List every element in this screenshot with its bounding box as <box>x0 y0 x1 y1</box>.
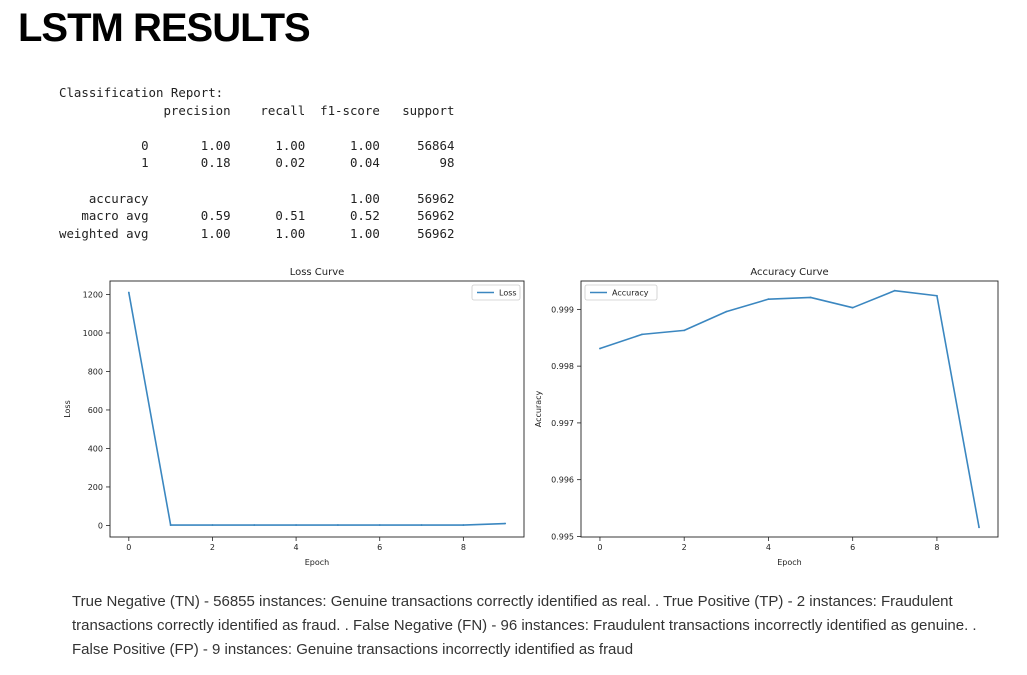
y-tick-label: 0.998 <box>551 362 574 371</box>
data-point <box>169 524 172 526</box>
data-point <box>504 522 507 525</box>
data-point <box>641 333 643 336</box>
data-point <box>767 298 770 301</box>
x-tick-label: 4 <box>766 543 771 552</box>
report-cell: 56864 <box>417 137 455 153</box>
y-tick-label: 1000 <box>83 329 103 338</box>
report-row-label: 1 <box>141 155 149 171</box>
y-axis-label: Accuracy <box>534 390 543 427</box>
data-point <box>893 289 896 292</box>
report-cell: 0.18 <box>200 155 231 171</box>
chart-title: Loss Curve <box>290 267 345 278</box>
data-point <box>462 524 465 526</box>
data-point <box>253 524 256 526</box>
report-cell: 56962 <box>417 225 455 241</box>
chart-legend: Loss <box>471 284 521 301</box>
report-cell: 1.00 <box>200 137 231 153</box>
legend-label: Loss <box>499 289 517 298</box>
report-heading: Classification Report: <box>59 85 224 100</box>
x-axis-label: Epoch <box>777 558 802 567</box>
report-cell: 1.00 <box>275 225 306 241</box>
x-tick-label: 0 <box>597 543 602 552</box>
report-cell: 0.59 <box>200 208 231 224</box>
data-point <box>211 524 214 526</box>
report-cell: 1.00 <box>349 137 380 153</box>
x-tick-label: 6 <box>377 543 382 552</box>
y-tick-label: 0 <box>98 521 103 530</box>
report-row-label: 0 <box>141 137 149 153</box>
x-tick-label: 8 <box>934 543 939 552</box>
data-point <box>725 310 728 313</box>
data-point <box>378 524 381 526</box>
data-point <box>420 524 423 526</box>
report-cell: 98 <box>439 155 455 171</box>
report-cell: 56962 <box>417 208 455 224</box>
report-column-header: recall <box>260 102 306 118</box>
x-axis-label: Epoch <box>305 558 330 567</box>
y-tick-label: 200 <box>88 483 103 492</box>
data-point <box>851 306 854 309</box>
data-point <box>936 294 938 297</box>
y-tick-label: 0.999 <box>551 305 574 314</box>
plot-frame <box>109 280 525 538</box>
loss-chart: Loss Curve 0 2 4 6 8 0 200 400 600 800 1000 1200 Epoc… <box>55 262 535 577</box>
x-tick-label: 6 <box>850 543 855 552</box>
report-row-label: weighted avg <box>59 225 149 241</box>
report-column-header: support <box>402 102 455 118</box>
x-tick-label: 2 <box>682 543 687 552</box>
loss-chart-svg: Loss Curve 0 2 4 6 8 0 200 400 600 800 1000 1200 Epoc… <box>63 267 525 567</box>
series-line-loss <box>128 292 506 526</box>
classification-report: Classification Report: precision recall … <box>59 84 454 242</box>
x-tick-label: 0 <box>126 543 131 552</box>
chart-legend: Accuracy <box>584 284 658 301</box>
data-point <box>599 347 601 350</box>
accuracy-chart: Accuracy Curve 0 2 4 6 8 0.995 0.996 0.997 0.998 0… <box>530 262 1010 577</box>
data-point <box>809 296 812 299</box>
report-cell: 0.52 <box>349 208 380 224</box>
data-point <box>337 524 339 526</box>
report-cell: 0.02 <box>275 155 306 171</box>
plot-frame <box>580 280 999 538</box>
y-tick-label: 1200 <box>83 290 103 299</box>
data-point <box>683 329 686 332</box>
report-cell: 1.00 <box>275 137 306 153</box>
x-tick-label: 2 <box>210 543 215 552</box>
chart-title: Accuracy Curve <box>750 267 828 278</box>
report-column-header: precision <box>163 102 231 118</box>
data-point <box>978 526 980 529</box>
report-cell: 1.00 <box>349 190 380 206</box>
report-cell: 56962 <box>417 190 455 206</box>
report-column-header: f1-score <box>320 102 380 118</box>
accuracy-chart-svg: Accuracy Curve 0 2 4 6 8 0.995 0.996 0.997 0.998 0… <box>534 267 999 567</box>
legend-label: Accuracy <box>612 289 649 298</box>
confusion-matrix-summary: True Negative (TN) - 56855 instances: Ge… <box>72 593 977 658</box>
report-cell: 1.00 <box>349 225 380 241</box>
report-row-label: accuracy <box>88 190 149 206</box>
y-tick-label: 600 <box>88 406 103 415</box>
report-cell: 0.04 <box>349 155 380 171</box>
series-line-accuracy <box>599 289 980 528</box>
legend-box <box>584 284 658 301</box>
data-point <box>127 291 130 294</box>
y-tick-label: 0.997 <box>551 419 574 428</box>
y-tick-label: 800 <box>88 367 103 376</box>
page-title: LSTM RESULTS <box>18 6 311 50</box>
y-axis-label: Loss <box>63 400 72 418</box>
x-tick-label: 8 <box>461 543 466 552</box>
legend-box <box>471 284 521 301</box>
y-tick-label: 0.996 <box>551 476 574 485</box>
x-tick-label: 4 <box>294 543 299 552</box>
report-cell: 0.51 <box>275 208 306 224</box>
report-row-label: macro avg <box>81 208 149 224</box>
report-cell: 1.00 <box>200 225 231 241</box>
y-tick-label: 400 <box>88 444 103 453</box>
data-point <box>295 524 297 526</box>
y-tick-label: 0.995 <box>551 532 574 541</box>
